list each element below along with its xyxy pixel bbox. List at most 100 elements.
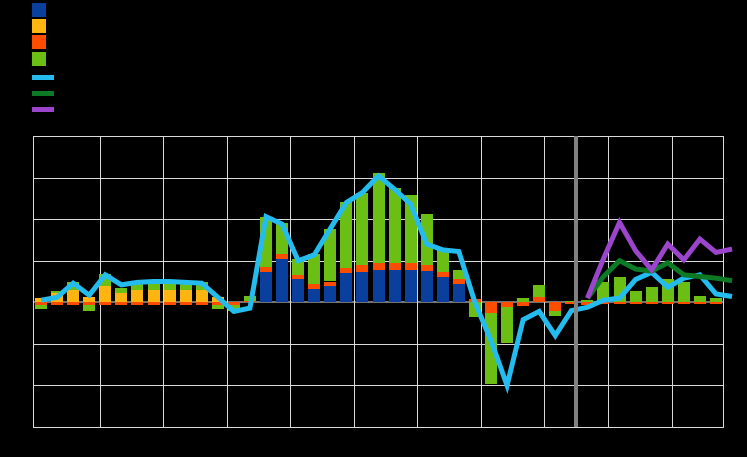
bar-segment-orange (276, 254, 289, 260)
stacked-bar[interactable] (131, 136, 144, 427)
bar-segment-orange (388, 263, 401, 270)
stacked-bar[interactable] (227, 136, 240, 427)
bar-segment-green (436, 249, 449, 272)
bar-segment-orange (661, 302, 674, 305)
bar-segment-green (356, 192, 369, 266)
bar-segment-orange (372, 262, 385, 270)
bar-segment-green (565, 300, 578, 303)
legend-item-cyan-line[interactable] (32, 68, 62, 82)
bar-segment-orange (581, 302, 594, 305)
bar-segment-blue (420, 270, 433, 303)
bar-segment-green (163, 281, 176, 290)
gridline-horizontal (33, 427, 724, 428)
bar-segment-green (131, 281, 144, 290)
legend-item-darkgreen-line-swatch-icon (32, 91, 54, 96)
bar-segment-amber (99, 286, 112, 303)
legend-item-orange-bar-swatch-icon (32, 35, 46, 50)
bar-segment-orange (645, 302, 658, 305)
stacked-bar[interactable] (115, 136, 128, 427)
bar-segment-green (549, 311, 562, 317)
stacked-bar[interactable] (436, 136, 449, 427)
stacked-bar[interactable] (501, 136, 514, 427)
legend-item-purple-line-swatch-icon (32, 107, 54, 113)
stacked-bar[interactable] (83, 136, 96, 427)
bar-segment-green (388, 187, 401, 264)
bar-segment-orange (629, 302, 642, 305)
bar-segment-blue (276, 259, 289, 303)
bar-segment-orange (452, 279, 465, 284)
bar-segment-amber (147, 289, 160, 303)
legend-item-purple-line[interactable] (32, 100, 62, 114)
stacked-bar[interactable] (549, 136, 562, 427)
legend-item-amber-bar[interactable] (32, 19, 54, 34)
legend-item-green-bar-swatch-icon (32, 51, 46, 66)
bar-segment-blue (356, 271, 369, 303)
legend-item-orange-bar[interactable] (32, 35, 54, 50)
bar-segment-orange (533, 296, 546, 303)
bar-segment-green (645, 287, 658, 303)
bar-segment-green (340, 202, 353, 268)
stacked-bar[interactable] (581, 136, 594, 427)
bar-segment-orange (115, 302, 128, 305)
gridline-vertical (417, 136, 418, 427)
stacked-bar[interactable] (597, 136, 610, 427)
bar-segment-blue (292, 279, 305, 303)
bar-segment-blue (260, 272, 272, 303)
stacked-bar[interactable] (645, 136, 658, 427)
bar-segment-amber (131, 289, 144, 303)
bar-segment-orange (35, 302, 48, 305)
legend-item-green-bar[interactable] (32, 51, 54, 66)
bar-segment-blue (404, 269, 417, 303)
stacked-bar[interactable] (324, 136, 337, 427)
stacked-bar[interactable] (163, 136, 176, 427)
stacked-bar[interactable] (517, 136, 530, 427)
bar-segment-green (51, 291, 64, 294)
bar-segment-orange (613, 302, 626, 305)
stacked-bar[interactable] (388, 136, 401, 427)
stacked-bar[interactable] (677, 136, 690, 427)
stacked-bar[interactable] (147, 136, 160, 427)
stacked-bar[interactable] (565, 136, 578, 427)
bar-segment-orange (340, 267, 353, 274)
gridline-vertical (354, 136, 355, 427)
bar-segment-green (517, 298, 530, 303)
line-purple-line (585, 216, 733, 300)
bar-segment-green (709, 298, 722, 303)
bar-segment-green (324, 228, 337, 282)
bar-segment-orange (67, 302, 80, 305)
stacked-bar[interactable] (372, 136, 385, 427)
legend-item-darkgreen-line[interactable] (32, 84, 62, 98)
bar-segment-orange (260, 266, 272, 273)
chart-legend (0, 0, 747, 120)
bar-segment-orange (420, 264, 433, 271)
bar-segment-green (372, 173, 385, 263)
bar-segment-orange (308, 284, 321, 289)
stacked-bar[interactable] (179, 136, 192, 427)
line-cyan-line (40, 172, 733, 395)
legend-item-amber-bar-swatch-icon (32, 19, 46, 34)
bar-segment-blue (340, 273, 353, 303)
stacked-bar[interactable] (693, 136, 706, 427)
bar-segment-orange (99, 302, 112, 305)
plot-area (33, 136, 733, 428)
bar-segment-orange (693, 302, 706, 305)
bar-segment-orange (195, 302, 208, 305)
bar-segment-orange (292, 274, 305, 280)
stacked-bar[interactable] (308, 136, 321, 427)
bar-segment-orange (436, 271, 449, 278)
bar-segment-orange (677, 302, 690, 305)
stacked-bar[interactable] (452, 136, 465, 427)
forecast-divider (574, 136, 579, 427)
stacked-bar[interactable] (340, 136, 353, 427)
stacked-bar[interactable] (629, 136, 642, 427)
bar-segment-orange (163, 302, 176, 305)
bar-segment-green (227, 304, 240, 312)
legend-item-blue-bar[interactable] (32, 3, 54, 17)
legend-item-cyan-line-swatch-icon (32, 74, 54, 80)
stacked-bar[interactable] (292, 136, 305, 427)
stacked-bar[interactable] (709, 136, 722, 427)
bar-segment-orange (131, 302, 144, 305)
stacked-bar[interactable] (533, 136, 546, 427)
stacked-bar[interactable] (356, 136, 369, 427)
gridline-horizontal (33, 343, 724, 345)
